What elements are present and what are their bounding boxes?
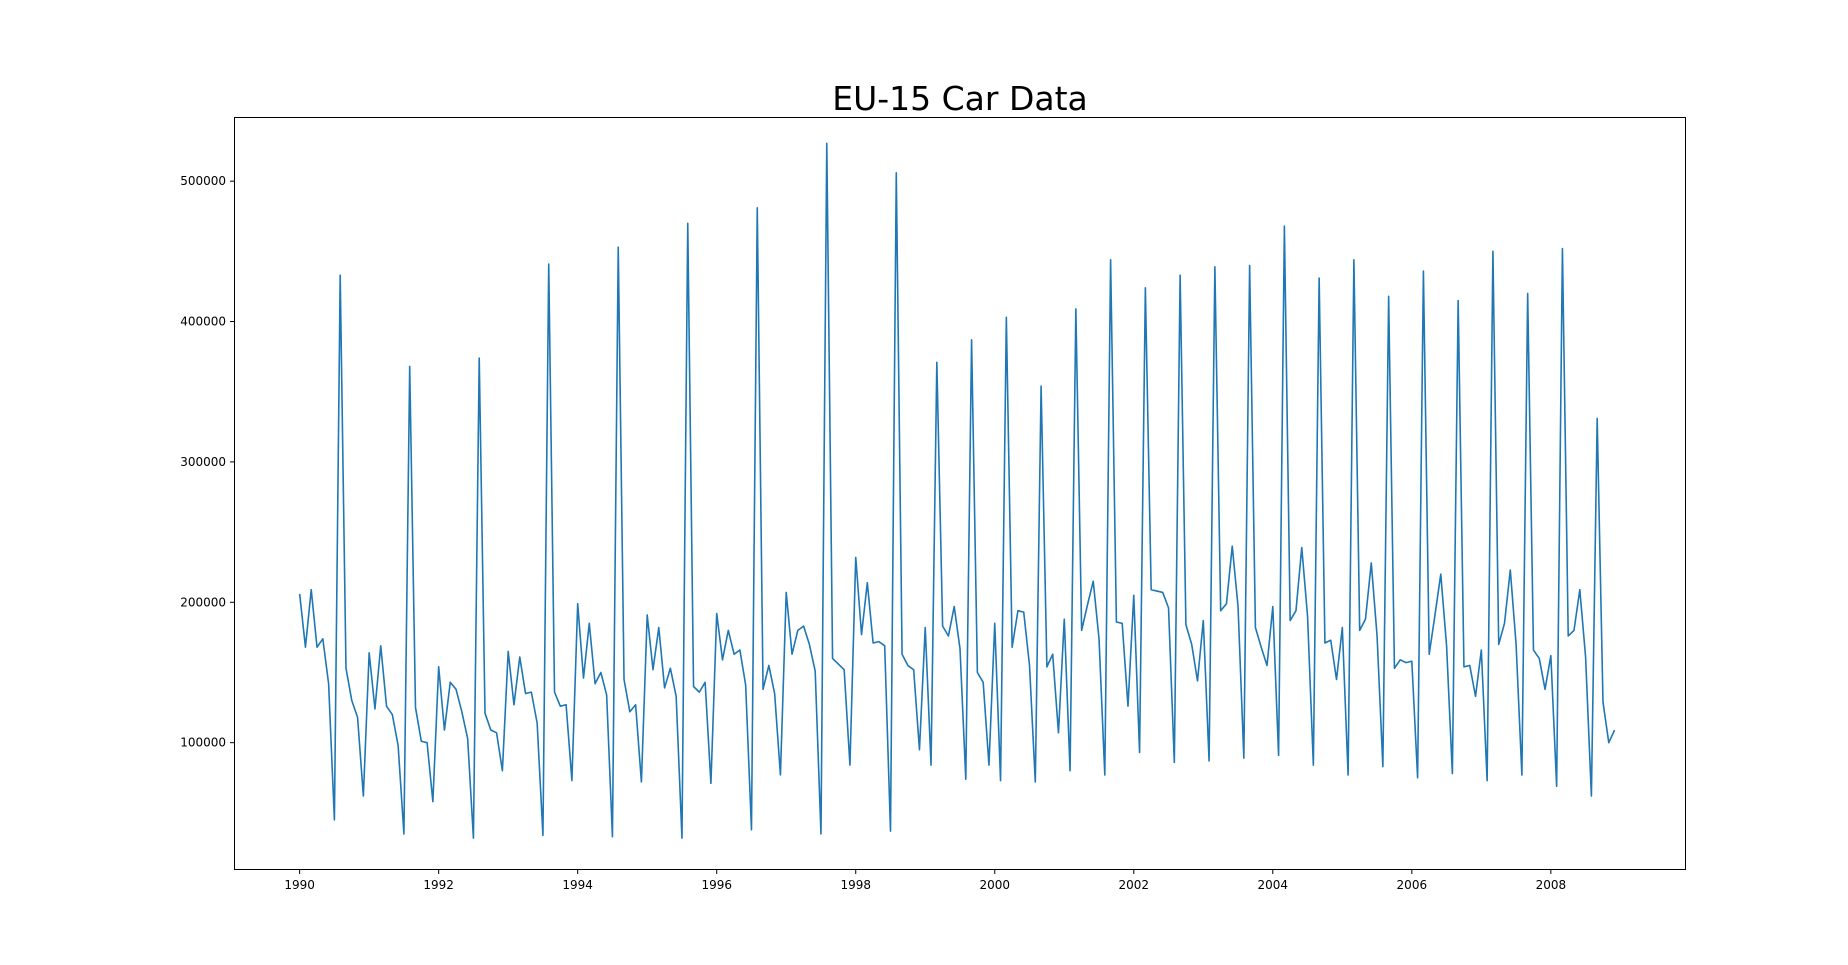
series-line [298,142,1616,839]
x-tick-label: 1994 [562,878,593,892]
x-tick-label: 2006 [1397,878,1428,892]
y-tick-label: 100000 [180,736,226,750]
x-tick-label: 2000 [979,878,1010,892]
y-tick-label: 500000 [180,174,226,188]
y-axis: 100000 200000 300000 400000 500000 [180,174,235,750]
y-tick-label: 200000 [180,595,226,609]
x-tick-label: 1998 [840,878,871,892]
x-tick-label: 1992 [423,878,454,892]
x-tick-label: 2002 [1119,878,1150,892]
x-tick-label: 1996 [701,878,732,892]
x-tick-label: 2004 [1258,878,1289,892]
plot-area-frame [234,117,1686,870]
y-tick-label: 400000 [180,315,226,329]
y-tick-label: 300000 [180,455,226,469]
chart-title: EU-15 Car Data [832,79,1088,118]
x-tick-label: 1990 [284,878,315,892]
x-axis: 1990 1992 1994 1996 1998 2000 2002 2004 2006 2008 [284,869,1566,892]
x-tick-label: 2008 [1536,878,1567,892]
